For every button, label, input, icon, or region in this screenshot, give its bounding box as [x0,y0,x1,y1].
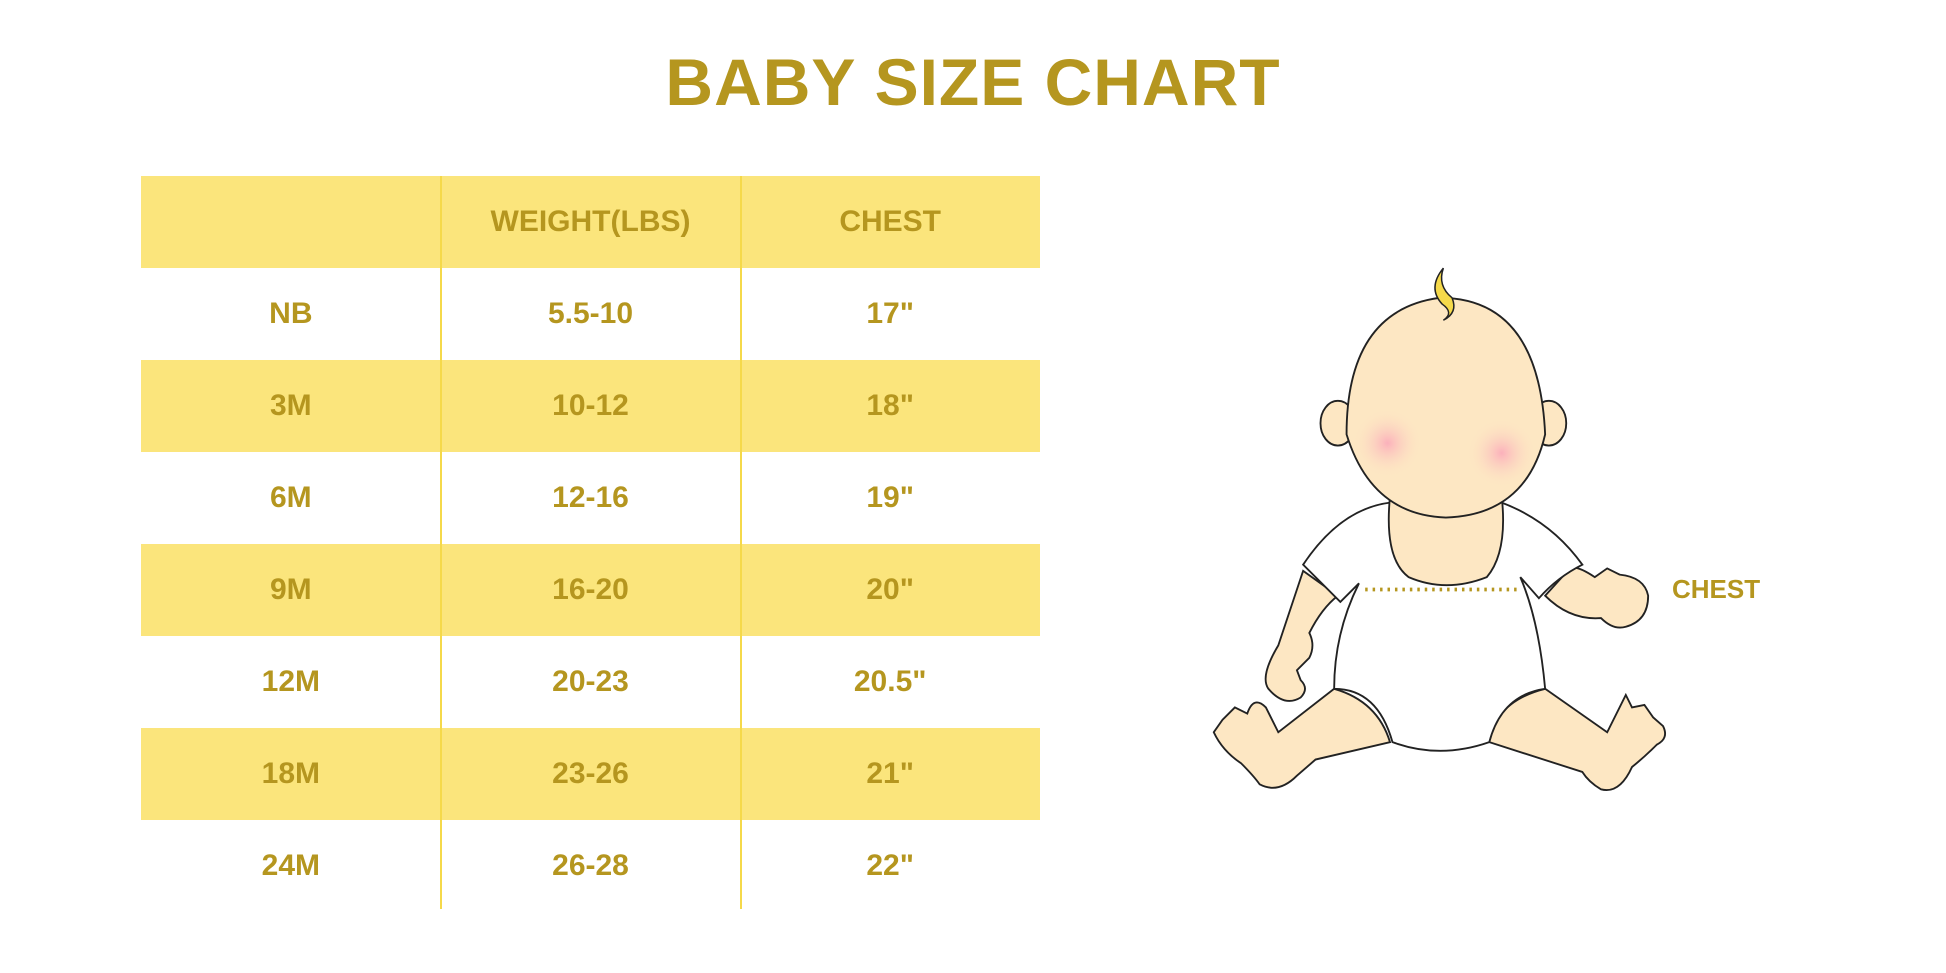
size-cell: 24M [261,849,321,882]
header-cell: WEIGHT(LBS) [490,205,691,238]
left-cheek [1352,408,1423,478]
right-arm [1543,566,1650,629]
table-row: 24M 26-28 22" [141,820,1040,912]
size-table: WEIGHT(LBS) CHEST NB 5.5-10 17" 3M 10-12… [141,176,1040,912]
weight-cell: 10-12 [552,389,629,422]
table-row: 9M 16-20 20" [141,544,1040,636]
weight-cell: 12-16 [552,481,629,514]
size-cell: 18M [261,757,321,790]
neck [1387,495,1505,587]
right-leg [1488,687,1667,791]
chest-cell: 21" [866,757,914,790]
table-row: 3M 10-12 18" [141,360,1040,452]
size-cell: 12M [261,665,321,698]
chest-cell: 20.5" [853,665,927,698]
chest-cell: 18" [866,389,914,422]
weight-cell: 16-20 [552,573,629,606]
weight-cell: 26-28 [552,849,629,882]
header-cell: CHEST [839,205,942,238]
weight-cell: 5.5-10 [547,297,634,330]
chest-cell: 19" [866,481,914,514]
table-header-row: WEIGHT(LBS) CHEST [141,176,1040,268]
chest-label: CHEST [1672,574,1761,604]
hair-curl-icon [1434,267,1455,321]
chest-cell: 20" [866,573,914,606]
size-cell: 6M [269,481,312,514]
table-row: NB 5.5-10 17" [141,268,1040,360]
size-cell: 9M [269,573,312,606]
right-cheek [1466,418,1537,488]
left-leg [1212,687,1392,789]
column-divider [440,176,442,909]
table-row: 12M 20-23 20.5" [141,636,1040,728]
column-divider [740,176,742,909]
left-arm [1264,569,1340,702]
page-title: BABY SIZE CHART [665,45,1281,119]
onesie [1301,501,1584,752]
weight-cell: 20-23 [552,665,629,698]
table-row: 6M 12-16 19" [141,452,1040,544]
chest-cell: 17" [866,297,914,330]
weight-cell: 23-26 [552,757,629,790]
table-row: 18M 23-26 21" [141,728,1040,820]
size-cell: 3M [269,389,312,422]
size-cell: NB [269,297,313,330]
chest-cell: 22" [866,849,914,882]
